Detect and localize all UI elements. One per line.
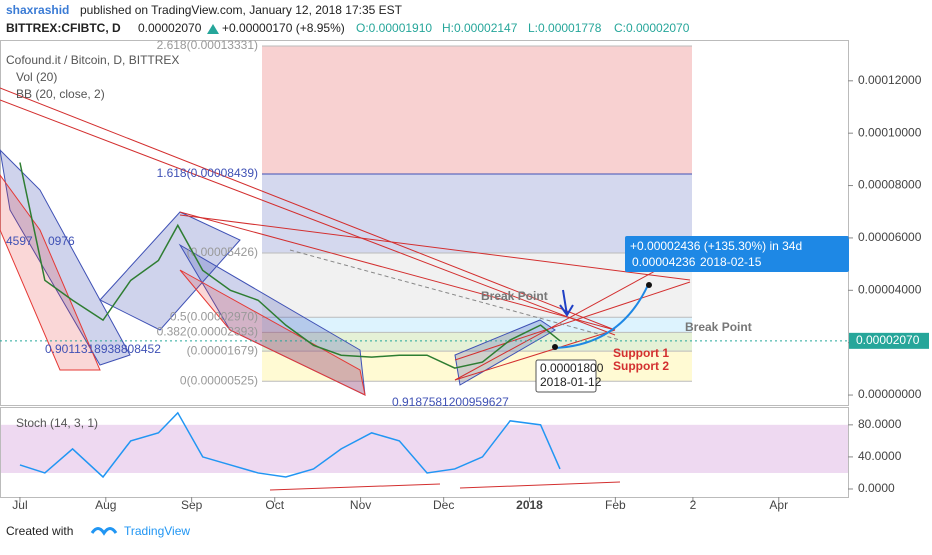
ratio-label: 4597 <box>6 234 33 248</box>
support: Support 2 <box>613 359 669 373</box>
y-tick-label: 0.00010000 <box>858 125 922 139</box>
point-label-box <box>535 359 597 393</box>
fib-zone <box>262 252 692 318</box>
support: Support 1 <box>613 346 669 360</box>
fib-zone <box>262 351 692 382</box>
up-arrow <box>207 24 219 34</box>
fib-label: 1.618(0.00008439) <box>157 166 258 180</box>
stoch-title: Stoch (14, 3, 1) <box>16 416 98 430</box>
legend-item: Vol (20) <box>16 70 57 84</box>
x-tick-label: Nov <box>350 498 371 512</box>
y-tick-label: 0.00000000 <box>858 387 922 401</box>
point-date: 2018-01-12 <box>540 375 602 389</box>
x-tick-label: Aug <box>95 498 116 512</box>
last-price-label: 0.00002070 <box>856 333 920 347</box>
y-tick-label: 0.0000 <box>858 481 895 495</box>
footer-brand[interactable]: TradingView <box>124 524 190 538</box>
x-tick-label: Sep <box>181 498 203 512</box>
y-tick-label: 0.00008000 <box>858 178 922 192</box>
ratio-label: 0.9187581200959627 <box>392 395 509 409</box>
stoch-band <box>1 424 848 473</box>
target-box <box>625 236 849 272</box>
target-date: 2018-02-15 <box>700 255 762 269</box>
fib-label: 0.382(0.00002393) <box>157 325 258 339</box>
y-tick-label: 0.00006000 <box>858 230 922 244</box>
low: L:0.00001778 <box>528 21 602 35</box>
logo <box>90 527 118 536</box>
fib-label: 0(0.00000525) <box>180 373 258 387</box>
fib-label: (0.00005426) <box>187 245 258 259</box>
symbol: BITTREX:CFIBTC, D <box>6 21 121 35</box>
point-price: 0.00001800 <box>540 361 604 375</box>
x-tick-label: Oct <box>265 498 284 512</box>
open: O:0.00001910 <box>356 21 432 35</box>
fib-label: 0.5(0.00002970) <box>170 309 258 323</box>
fib-zone <box>262 332 692 352</box>
x-tick-label: 2018 <box>516 498 543 512</box>
break-point: Break Point <box>685 320 752 334</box>
y-tick-label: 40.0000 <box>858 449 902 463</box>
published: published on TradingView.com, January 12… <box>80 3 403 17</box>
price: 0.00002070 <box>138 21 202 35</box>
x-tick-label: Apr <box>769 498 788 512</box>
change: +0.00000170 (+8.95%) <box>222 21 345 35</box>
high: H:0.00002147 <box>442 21 518 35</box>
target-price: 0.00004236 <box>632 255 696 269</box>
fib-zone <box>262 174 692 253</box>
close: C:0.00002070 <box>614 21 690 35</box>
drawings <box>0 87 691 491</box>
legend-item: BB (20, close, 2) <box>16 87 105 101</box>
target-change: +0.00002436 (+135.30%) in 34d <box>630 239 802 253</box>
ratio-label: 0.9011318938808452 <box>45 342 161 356</box>
x-tick-label: Dec <box>433 498 454 512</box>
x-tick-label: Jul <box>12 498 27 512</box>
series-line <box>19 411 561 479</box>
y-tick-label: 80.0000 <box>858 417 902 431</box>
fib-zone <box>262 317 692 333</box>
series-line <box>19 162 561 369</box>
fib-label: 2.618(0.00013331) <box>157 38 258 52</box>
fib-zone <box>262 45 692 175</box>
footer-created: Created with <box>6 524 73 538</box>
last-price-box <box>849 332 929 349</box>
x-tick-label: Feb <box>605 498 626 512</box>
legend-item: Cofound.it / Bitcoin, D, BITTREX <box>6 53 179 67</box>
fib-label: (0.00001679) <box>187 343 258 357</box>
y-tick-label: 0.00012000 <box>858 73 922 87</box>
break-point: Break Point <box>481 289 548 303</box>
stoch-frame <box>0 407 849 498</box>
x-tick-label: 2 <box>690 498 697 512</box>
publisher[interactable]: shaxrashid <box>6 3 69 17</box>
y-tick-label: 0.00004000 <box>858 282 922 296</box>
ratio-label: 0976 <box>48 234 75 248</box>
